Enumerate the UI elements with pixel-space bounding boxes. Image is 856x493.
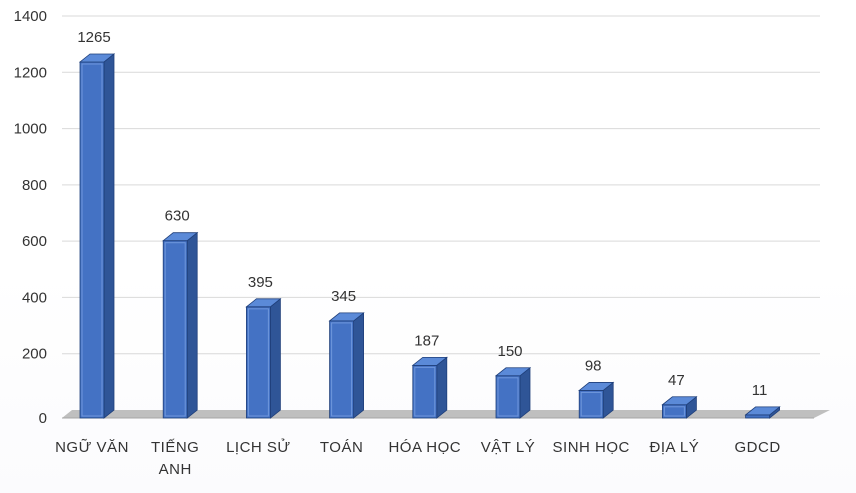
bar-top xyxy=(245,298,282,308)
bar-side xyxy=(436,356,448,419)
x-tick-label-line: HÓA HỌC xyxy=(388,439,461,456)
bar-front xyxy=(412,364,438,419)
data-label: 11 xyxy=(752,382,768,399)
bar-side xyxy=(353,312,365,419)
data-label: 187 xyxy=(414,332,439,349)
x-tick-label: LỊCH SỬ xyxy=(226,438,291,456)
x-tick-label: SINH HỌC xyxy=(553,439,630,456)
x-tick-label: TIẾNG ANH xyxy=(151,439,199,478)
x-tick-label: NGỮ VĂN xyxy=(55,439,129,456)
bar-top xyxy=(162,232,199,242)
bar-front-highlight xyxy=(164,242,186,417)
bar-top xyxy=(411,356,448,366)
data-label: 630 xyxy=(165,208,190,225)
x-tick-label: VẬT LÝ xyxy=(481,439,535,456)
y-tick-label: 600 xyxy=(22,233,47,250)
bar xyxy=(494,366,532,419)
x-axis: NGỮ VĂN TIẾNG ANH LỊCH SỬ TOÁN HÓA HỌC VẬT LÝ S… xyxy=(55,438,781,478)
x-tick-label-line: VẬT LÝ xyxy=(481,439,535,456)
x-tick-label: TOÁN xyxy=(320,439,363,456)
bar-front xyxy=(79,61,105,419)
data-label: 150 xyxy=(497,343,522,360)
y-tick-label: 1400 xyxy=(14,8,47,25)
bar xyxy=(245,298,282,419)
y-tick-label: 400 xyxy=(22,289,47,306)
bar-front-highlight xyxy=(81,63,103,417)
bar-side xyxy=(186,231,198,419)
x-tick-label-line: NGỮ VĂN xyxy=(55,439,129,456)
x-tick-label-line: LỊCH SỬ xyxy=(226,438,291,456)
x-tick-label: ĐỊA LÝ xyxy=(650,439,700,456)
y-tick-label: 0 xyxy=(39,410,47,427)
x-tick-label-line: TIẾNG xyxy=(151,439,199,456)
bar-front-highlight xyxy=(414,366,436,417)
bars xyxy=(78,53,781,419)
bar xyxy=(744,406,781,419)
bar-front xyxy=(495,375,521,419)
bar-front-highlight xyxy=(331,322,353,417)
bar-side xyxy=(103,53,115,419)
y-tick-label: 1200 xyxy=(14,64,47,81)
bar xyxy=(78,53,116,419)
x-tick-label: HÓA HỌC xyxy=(388,439,461,456)
bar-front-highlight xyxy=(580,391,602,417)
y-tick-label: 800 xyxy=(22,177,47,194)
y-axis: 0 200 400 600 800 1000 1200 1400 xyxy=(14,8,47,427)
y-tick-label: 200 xyxy=(22,346,47,363)
data-label: 98 xyxy=(585,357,602,374)
bar-side xyxy=(269,298,281,419)
x-tick-label: GDCD xyxy=(735,439,781,456)
bar-top xyxy=(744,406,781,416)
bar-side xyxy=(519,366,531,419)
bar-top xyxy=(661,396,698,406)
x-tick-label-line: GDCD xyxy=(735,439,781,456)
bar xyxy=(578,381,615,419)
data-label: 345 xyxy=(331,288,356,305)
bar xyxy=(328,312,365,419)
bar-top xyxy=(494,367,532,377)
bar xyxy=(661,395,698,419)
x-tick-label-line: SINH HỌC xyxy=(553,439,630,456)
bar-front xyxy=(578,390,604,419)
data-labels: 1265 630 395 345 187 150 98 47 11 xyxy=(77,29,767,399)
bar xyxy=(162,231,199,419)
data-label: 47 xyxy=(668,372,685,389)
bar-front-highlight xyxy=(497,377,519,417)
y-tick-label: 1000 xyxy=(14,121,47,138)
bar-top xyxy=(78,53,116,63)
bar-front-highlight xyxy=(663,406,685,417)
x-tick-label-line: ANH xyxy=(159,461,192,478)
bar-front-highlight xyxy=(247,308,269,417)
bar-top xyxy=(328,312,365,322)
data-label: 1265 xyxy=(77,29,110,46)
bar-front xyxy=(745,414,770,419)
bar xyxy=(411,356,448,419)
bar-front xyxy=(245,306,271,419)
bar-top xyxy=(578,382,615,391)
bar-front xyxy=(329,320,355,419)
data-label: 395 xyxy=(248,274,273,291)
x-tick-label-line: TOÁN xyxy=(320,439,363,456)
x-tick-label-line: ĐỊA LÝ xyxy=(650,439,700,456)
bar-front xyxy=(162,240,188,419)
